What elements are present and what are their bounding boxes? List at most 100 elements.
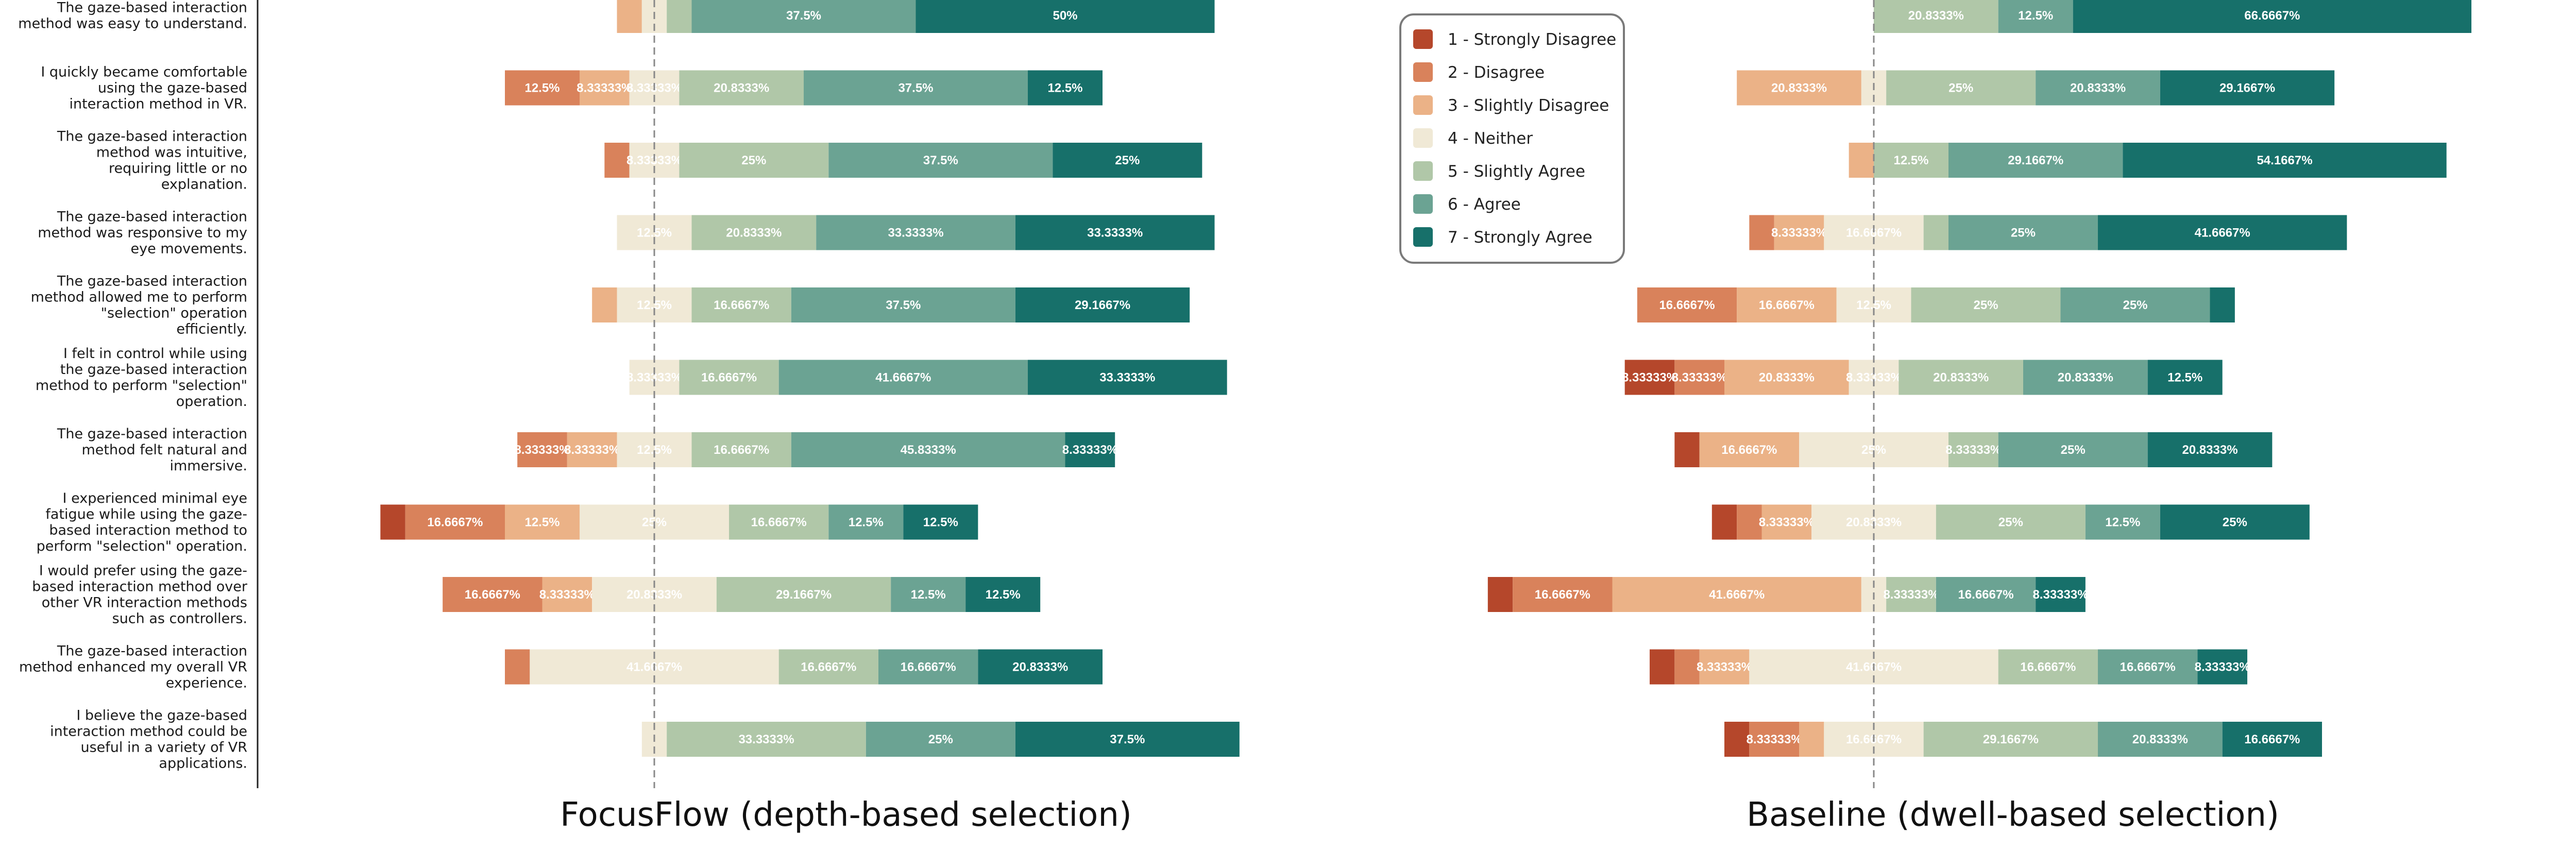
bar-segment-sa <box>2147 432 2273 467</box>
bar-segment-sla <box>1998 649 2098 685</box>
data-label: 8.33333% <box>1747 733 1802 746</box>
legend-label: 4 - Neither <box>1448 129 1533 148</box>
bar-segment-d <box>1674 649 1700 685</box>
data-label: 33.3333% <box>888 226 943 240</box>
data-label: 8.33333% <box>1672 371 1727 385</box>
data-label: 12.5% <box>923 516 958 530</box>
bar-segment-a <box>828 143 1053 178</box>
data-label: 33.3333% <box>1099 371 1155 385</box>
bar-segment-sa <box>1027 70 1103 106</box>
bar-segment-a <box>816 215 1015 250</box>
question-label: The gaze-based interaction method enhance… <box>19 643 247 691</box>
bar-segment-sa <box>1053 143 1202 178</box>
bar-segment-sa <box>2222 722 2323 757</box>
data-label: 8.33333% <box>1883 588 1939 602</box>
data-label: 37.5% <box>898 81 933 95</box>
data-label: 16.6667% <box>901 660 956 674</box>
legend-swatch-sla <box>1413 161 1433 181</box>
bar-segment-n <box>1799 432 1948 467</box>
bar-segment-sld <box>592 287 617 322</box>
data-label: 29.1667% <box>2008 154 2063 167</box>
bar-segment-a <box>1998 432 2148 467</box>
bar-segment-a <box>828 504 904 540</box>
bar-segment-sa <box>965 577 1041 612</box>
bar-segment-sld <box>1799 722 1824 757</box>
bar-segment-a <box>791 432 1065 467</box>
bar-segment-sla <box>691 287 791 322</box>
bar-segment-sa <box>2197 649 2248 685</box>
data-label: 29.1667% <box>2219 81 2275 95</box>
data-label: 8.33333% <box>539 588 595 602</box>
data-label: 12.5% <box>849 516 884 530</box>
bar-segment-sd <box>1487 577 1513 612</box>
data-label: 20.8333% <box>714 81 769 95</box>
data-label: 8.33333% <box>1697 660 1752 674</box>
data-label: 16.6667% <box>1659 298 1715 312</box>
data-label: 12.5% <box>524 81 560 95</box>
data-label: 20.8333% <box>1908 9 1964 23</box>
bar-segment-sld <box>542 577 592 612</box>
bar-segment-sa <box>2160 70 2335 106</box>
bar-segment-d <box>1749 215 1774 250</box>
bar-segment-d <box>517 432 567 467</box>
bar-segment-sld <box>1699 649 1750 685</box>
data-label: 20.8333% <box>2070 81 2126 95</box>
bar-segment-sla <box>778 649 879 685</box>
bar-segment-n <box>617 215 692 250</box>
data-label: 20.8333% <box>2058 371 2113 385</box>
bar-segment-sld <box>1737 70 1861 106</box>
data-label: 29.1667% <box>1075 298 1130 312</box>
bar-segment-a <box>2023 360 2148 395</box>
bar-segment-a <box>2098 649 2198 685</box>
legend-swatch-d <box>1413 62 1433 82</box>
question-label: I would prefer using the gaze-based inte… <box>32 563 248 627</box>
bar-segment-a <box>1998 0 2073 33</box>
bar-segment-sla <box>691 215 817 250</box>
bar-segment-sla <box>1948 432 1998 467</box>
data-label: 16.6667% <box>1535 588 1590 602</box>
data-label: 25% <box>2123 298 2147 312</box>
data-label: 12.5% <box>2105 516 2140 530</box>
bar-segment-sla <box>1899 360 2023 395</box>
bar-segment-sld <box>505 504 580 540</box>
data-label: 16.6667% <box>2120 660 2176 674</box>
data-label: 25% <box>928 733 953 746</box>
legend-box <box>1399 13 1625 264</box>
data-label: 29.1667% <box>1983 733 2039 746</box>
bar-segment-sld <box>1699 432 1799 467</box>
data-label: 16.6667% <box>701 371 757 385</box>
data-label: 8.33333% <box>2032 588 2088 602</box>
bar-segment-sld <box>580 70 630 106</box>
data-label: 41.6667% <box>875 371 931 385</box>
bar-segment-sa <box>2147 360 2223 395</box>
bar-segment-sla <box>716 577 891 612</box>
data-label: 37.5% <box>923 154 958 167</box>
bar-segment-sa <box>1015 722 1240 757</box>
bar-segment-d <box>443 577 543 612</box>
bar-segment-a <box>1948 143 2123 178</box>
bar-segment-a <box>2098 722 2223 757</box>
question-label: The gaze-based interaction method allowed… <box>31 274 247 337</box>
data-label: 8.33333% <box>1759 516 1815 530</box>
data-label: 25% <box>2011 226 2036 240</box>
bar-segment-sld <box>617 0 642 33</box>
bar-segment-n <box>1849 360 1899 395</box>
data-label: 29.1667% <box>776 588 832 602</box>
data-label: 16.6667% <box>2244 733 2300 746</box>
data-label: 50% <box>1053 9 1077 23</box>
bar-segment-d <box>1637 287 1737 322</box>
bar-segment-n <box>617 287 692 322</box>
legend-label: 6 - Agree <box>1448 195 1521 214</box>
data-label: 37.5% <box>1110 733 1145 746</box>
bar-segment-a <box>778 360 1028 395</box>
bar-segment-d <box>1737 504 1762 540</box>
data-label: 8.33333% <box>564 443 620 457</box>
bar-segment-sld <box>1849 143 1874 178</box>
legend-label: 1 - Strongly Disagree <box>1448 30 1616 49</box>
question-label: The gaze-based interaction method was res… <box>38 209 247 257</box>
data-label: 16.6667% <box>427 516 483 530</box>
bar-segment-a <box>2060 287 2210 322</box>
question-label: The gaze-based interaction method was int… <box>57 129 247 193</box>
data-label: 25% <box>2223 516 2247 530</box>
